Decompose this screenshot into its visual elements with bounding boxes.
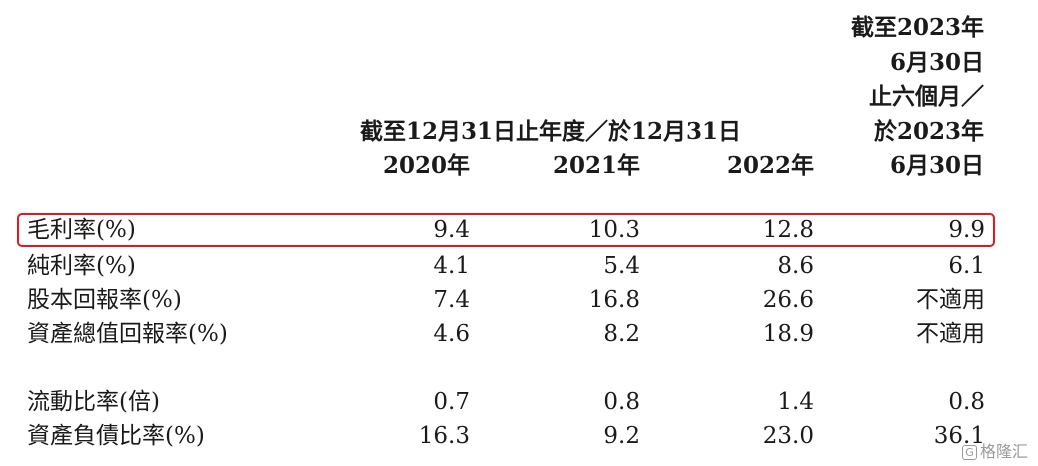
cell-roe-2023h1: 不適用 — [916, 287, 985, 313]
cell-net-margin-2021: 5.4 — [603, 253, 640, 279]
cell-net-margin-2023h1: 6.1 — [948, 253, 985, 279]
watermark-text: 格隆汇 — [980, 442, 1029, 461]
cell-roa-2023h1: 不適用 — [916, 321, 985, 347]
watermark: G 格隆汇 — [962, 438, 1028, 462]
cell-current-ratio-2021: 0.8 — [603, 389, 640, 415]
cell-net-margin-2020: 4.1 — [433, 253, 470, 279]
cell-roa-2021: 8.2 — [603, 321, 640, 347]
year-header-2022: 2022年 — [726, 152, 814, 179]
cell-roa-2020: 4.6 — [433, 321, 470, 347]
cell-gearing-ratio-2022: 23.0 — [762, 423, 814, 449]
h1-period-header-line3: 止六個月／ — [869, 83, 984, 110]
year-header-2021: 2021年 — [552, 152, 640, 179]
h1-period-header-line4: 於2023年 — [873, 118, 984, 145]
h1-period-header-line5: 6月30日 — [889, 152, 984, 179]
year-header-2020: 2020年 — [382, 152, 470, 179]
cell-current-ratio-2023h1: 0.8 — [948, 389, 985, 415]
row-label-roe: 股本回報率(%) — [27, 287, 182, 313]
row-label-gross-margin: 毛利率(%) — [27, 217, 136, 243]
cell-gearing-ratio-2023h1: 36.1 — [933, 423, 985, 449]
cell-roe-2020: 7.4 — [433, 287, 470, 313]
cell-gross-margin-2023h1: 9.9 — [948, 217, 985, 243]
row-label-gearing-ratio: 資產負債比率(%) — [27, 423, 205, 449]
cell-current-ratio-2020: 0.7 — [433, 389, 470, 415]
cell-gearing-ratio-2020: 16.3 — [418, 423, 470, 449]
cell-current-ratio-2022: 1.4 — [777, 389, 814, 415]
cell-roe-2021: 16.8 — [588, 287, 640, 313]
row-label-current-ratio: 流動比率(倍) — [27, 389, 160, 415]
h1-period-header-line1: 截至2023年 — [850, 14, 984, 41]
cell-gross-margin-2021: 10.3 — [588, 217, 640, 243]
period-span-header: 截至12月31日止年度／於12月31日 — [360, 118, 742, 145]
cell-gross-margin-2022: 12.8 — [762, 217, 814, 243]
cell-roe-2022: 26.6 — [762, 287, 814, 313]
cell-gearing-ratio-2021: 9.2 — [603, 423, 640, 449]
h1-period-header-line2: 6月30日 — [889, 49, 984, 76]
row-label-roa: 資產總值回報率(%) — [27, 321, 228, 347]
cell-roa-2022: 18.9 — [762, 321, 814, 347]
cell-net-margin-2022: 8.6 — [777, 253, 814, 279]
cell-gross-margin-2020: 9.4 — [433, 217, 470, 243]
row-label-net-margin: 純利率(%) — [27, 253, 136, 279]
gross-margin-highlight-box — [17, 213, 995, 247]
gelonghui-logo-icon: G — [962, 445, 977, 460]
